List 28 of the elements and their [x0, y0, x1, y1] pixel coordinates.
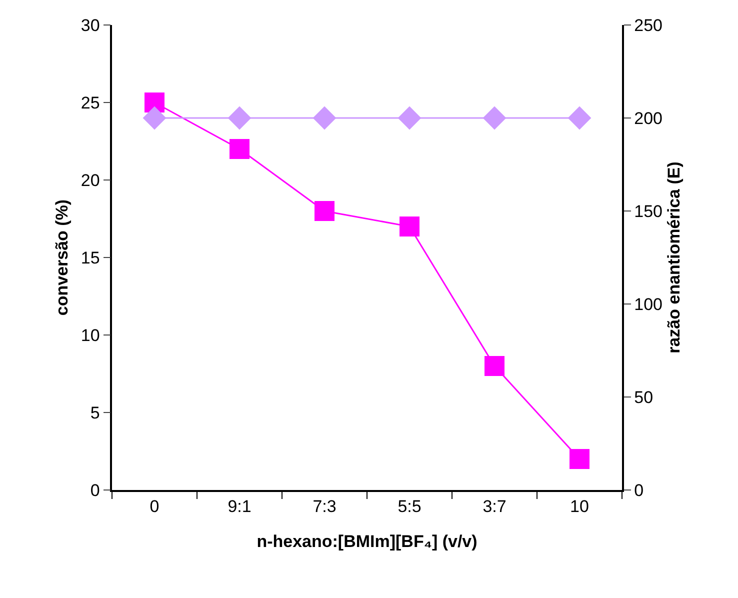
x-tick-label: 9:1 — [228, 497, 252, 516]
y2-tick-label: 200 — [634, 108, 663, 128]
y-axis-title: conversão (%) — [52, 199, 72, 316]
x-axis-title: n-hexano:[BMIm][BF₄] (v/v) — [256, 532, 478, 552]
point — [484, 356, 504, 376]
y2-tick-label: 0 — [634, 480, 644, 500]
y-tick-label: 10 — [80, 326, 100, 345]
point — [230, 139, 250, 159]
point — [314, 201, 334, 221]
y-tick-label: 30 — [80, 16, 100, 35]
x-tick-label: 10 — [570, 497, 589, 516]
y-tick-label: 15 — [80, 248, 100, 268]
y-tick-label: 20 — [80, 170, 100, 190]
y2-axis-title: razão enantiomérica (E) — [664, 162, 684, 354]
point — [400, 216, 420, 236]
x-tick-label: 3:7 — [482, 497, 506, 516]
x-tick-label: 0 — [150, 497, 160, 516]
y-tick-label: 5 — [90, 403, 100, 422]
x-tick-label: 5:5 — [398, 497, 422, 516]
point — [570, 449, 590, 469]
x-tick-label: 7:3 — [312, 497, 336, 516]
y2-tick-label: 250 — [634, 16, 663, 35]
y2-tick-label: 50 — [634, 388, 654, 407]
point — [144, 92, 164, 112]
y2-tick-label: 150 — [634, 202, 663, 221]
y2-tick-label: 100 — [634, 294, 663, 314]
y-tick-label: 0 — [90, 480, 100, 500]
y-tick-label: 25 — [80, 93, 100, 112]
